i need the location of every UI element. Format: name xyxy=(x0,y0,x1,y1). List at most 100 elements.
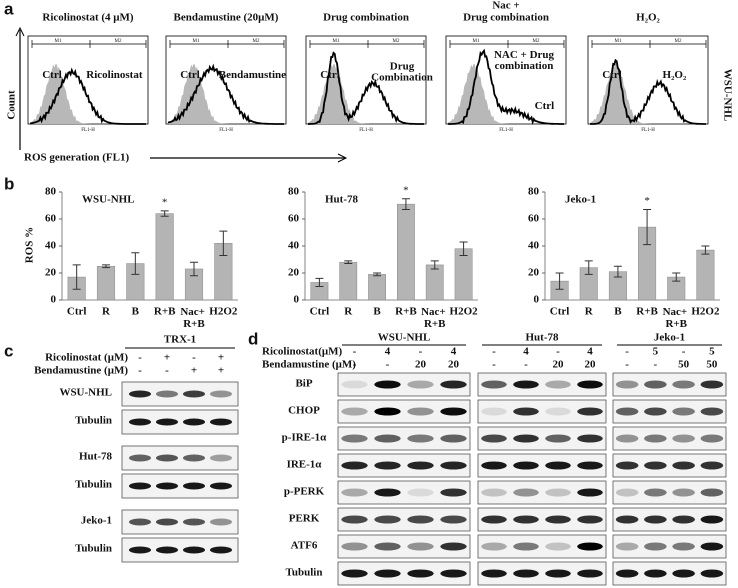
error-bar xyxy=(584,260,593,275)
treatment-value: 4 xyxy=(385,346,391,358)
panel-label: a xyxy=(4,0,14,18)
bar xyxy=(425,264,444,301)
blot-frame xyxy=(337,453,471,478)
x-tick-label: R+B xyxy=(154,306,176,318)
band xyxy=(374,407,401,416)
axis-small-label: FL1-H xyxy=(641,128,655,133)
band xyxy=(513,461,539,470)
histogram-title: H₂O₂ xyxy=(636,12,660,24)
band xyxy=(672,542,695,551)
control-histogram xyxy=(30,64,146,124)
histogram-annotation: Ctrl xyxy=(320,69,340,81)
x-tick-label: Nac+ R+B xyxy=(663,306,690,330)
x-tick-label: R xyxy=(344,306,353,318)
error-bar xyxy=(701,245,710,255)
x-tick-label: Ctrl xyxy=(310,306,330,318)
treatment-label: Bendamustine (μM) xyxy=(34,365,128,377)
band xyxy=(481,407,507,416)
band xyxy=(577,569,603,578)
control-histogram xyxy=(590,64,706,124)
gate-label: M2 xyxy=(253,39,260,44)
band xyxy=(672,461,695,470)
band xyxy=(577,407,603,416)
treatment-value: 5 xyxy=(653,346,659,358)
gate-label: M1 xyxy=(615,39,622,44)
blot-frame xyxy=(477,561,607,586)
x-tick-label: R+B xyxy=(395,306,417,318)
band xyxy=(374,542,401,551)
x-tick-label: R+B xyxy=(636,306,658,318)
histogram-annotation: NAC + Drug xyxy=(494,49,555,61)
gate-label: M2 xyxy=(115,39,122,44)
gate xyxy=(169,40,285,48)
axis-small-label: FL1-H xyxy=(219,128,233,133)
band xyxy=(577,542,603,551)
error-bar xyxy=(430,260,439,270)
side-label: WSU-NHL xyxy=(721,69,733,122)
control-histogram xyxy=(308,64,424,124)
row-label: Tubulin xyxy=(286,567,323,579)
x-tick-label: Nac+ R+B xyxy=(421,306,448,330)
treatment-value: - xyxy=(682,346,686,358)
row-label: Tubulin xyxy=(75,415,112,427)
band xyxy=(672,380,695,389)
treatment-value: - xyxy=(492,359,496,371)
y-axis-label: ROS % xyxy=(24,227,36,263)
blot-frame xyxy=(337,426,471,451)
band xyxy=(481,542,507,551)
treated-histogram xyxy=(29,67,146,125)
significance-mark: * xyxy=(403,184,409,196)
treatment-value: 4 xyxy=(523,346,529,358)
band xyxy=(440,407,467,416)
band xyxy=(615,434,639,443)
histogram-annotation: Ricolinostat xyxy=(86,69,143,81)
histogram-annotation: H₂O₂ xyxy=(663,69,687,81)
treatment-sign: + xyxy=(218,352,224,364)
treatment-value: - xyxy=(625,346,629,358)
band xyxy=(644,542,667,551)
band xyxy=(672,488,695,497)
y-axis-label: Count xyxy=(6,90,18,120)
control-histogram xyxy=(448,64,564,124)
band xyxy=(545,461,571,470)
band xyxy=(341,434,368,443)
error-bar xyxy=(613,265,622,278)
band xyxy=(407,380,434,389)
y-tick-label: 80 xyxy=(45,186,57,198)
blot-frame xyxy=(337,480,471,505)
band xyxy=(374,488,401,497)
panel-label: c xyxy=(4,341,13,360)
treatment-sign: + xyxy=(191,365,197,377)
band xyxy=(341,407,368,416)
band xyxy=(615,515,639,524)
band xyxy=(700,380,724,389)
row-label: Hut-78 xyxy=(79,451,113,463)
blot-frame xyxy=(612,534,727,559)
treated-histogram xyxy=(167,63,284,125)
bar xyxy=(339,261,358,301)
axis-small-label: FL1-H xyxy=(359,128,373,133)
band xyxy=(407,434,434,443)
band xyxy=(577,515,603,524)
histogram-annotation: combination xyxy=(495,60,554,72)
gate xyxy=(31,40,147,48)
bar xyxy=(96,266,116,301)
blot-frame xyxy=(612,399,727,424)
error-bar xyxy=(643,209,652,246)
treatment-value: - xyxy=(353,359,357,371)
band xyxy=(407,515,434,524)
band xyxy=(210,518,232,526)
treatment-value: 5 xyxy=(709,346,715,358)
blot-header: TRX-1 xyxy=(164,334,196,346)
band xyxy=(615,569,639,578)
band xyxy=(374,461,401,470)
gate-label: M1 xyxy=(55,39,62,44)
band xyxy=(513,515,539,524)
band xyxy=(210,418,232,426)
x-tick-label: R xyxy=(585,306,594,318)
blot-frame xyxy=(612,372,727,397)
band xyxy=(129,518,151,526)
y-tick-label: 40 xyxy=(528,240,540,252)
band xyxy=(577,488,603,497)
band xyxy=(545,542,571,551)
